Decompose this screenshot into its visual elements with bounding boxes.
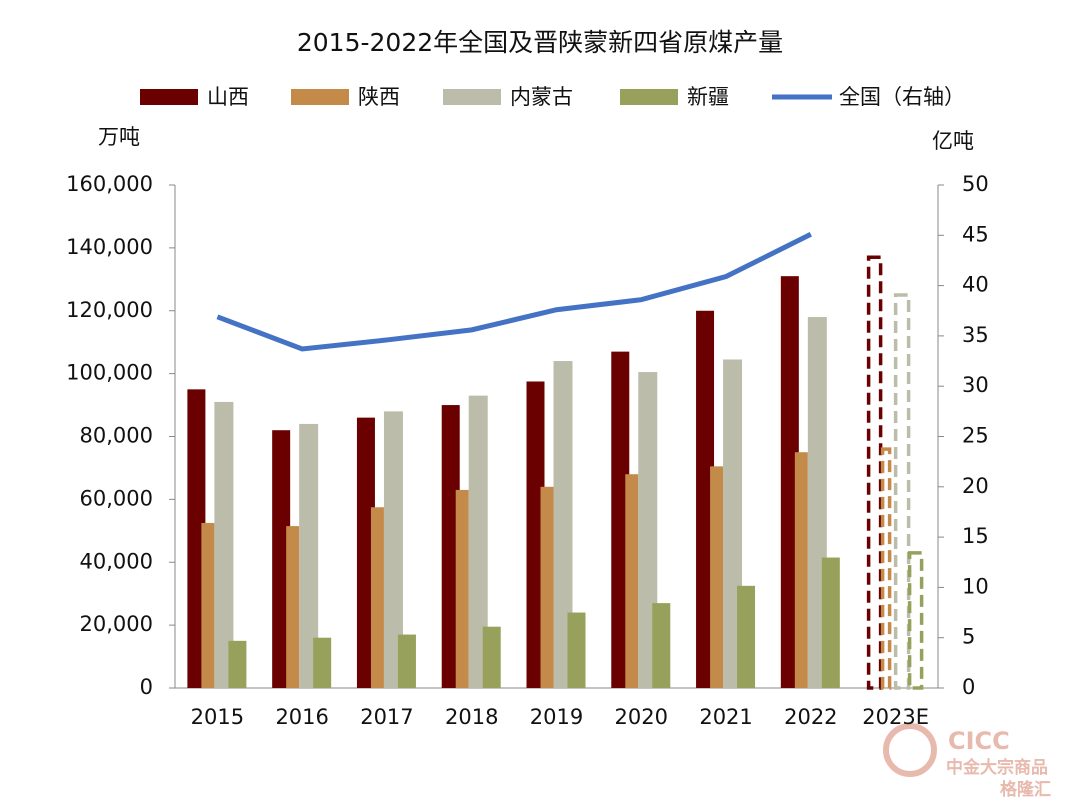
bar <box>526 381 545 688</box>
bar <box>553 361 573 688</box>
y2-tick-label: 40 <box>962 273 989 297</box>
bar <box>821 557 840 688</box>
legend-label: 全国（右轴） <box>839 85 965 109</box>
watermark: 格隆汇 <box>1000 779 1051 800</box>
y-tick-label: 60,000 <box>80 486 153 510</box>
logo <box>883 723 937 777</box>
y-tick-label: 0 <box>140 675 153 699</box>
bar <box>880 447 892 690</box>
bar <box>397 634 416 688</box>
x-tick-label: 2023E <box>862 705 929 729</box>
line <box>216 232 812 352</box>
bar <box>313 637 332 688</box>
x-tick-label: 2016 <box>275 705 328 729</box>
x-tick-label: 2015 <box>191 705 244 729</box>
bar <box>272 430 291 688</box>
bar <box>441 405 460 688</box>
y2-tick-label: 15 <box>962 524 989 548</box>
watermark: 中金大宗商品 <box>946 757 1048 778</box>
bar <box>907 551 924 690</box>
bar <box>383 411 403 688</box>
legend-label: 新疆 <box>687 85 729 109</box>
y2-tick-label: 35 <box>962 323 989 347</box>
x-tick-label: 2018 <box>445 705 498 729</box>
legend-label: 山西 <box>207 85 249 109</box>
y-axis-label: 万吨 <box>98 125 140 149</box>
y2-tick-label: 50 <box>962 172 989 196</box>
bar <box>482 626 501 688</box>
y2-tick-label: 30 <box>962 373 989 397</box>
x-tick-label: 2020 <box>615 705 668 729</box>
bar <box>611 351 630 688</box>
bar <box>652 603 671 688</box>
y-tick-label: 120,000 <box>66 298 153 322</box>
bar <box>625 474 639 688</box>
bar <box>299 423 319 688</box>
y2-tick-label: 20 <box>962 474 989 498</box>
bar <box>780 276 799 688</box>
bar <box>468 395 488 688</box>
bar <box>370 507 384 688</box>
bar <box>710 466 724 688</box>
y-tick-label: 80,000 <box>80 424 153 448</box>
bar <box>286 526 300 688</box>
y-tick-label: 160,000 <box>66 172 153 196</box>
chart-title: 2015-2022年全国及晋陕蒙新四省原煤产量 <box>297 28 783 57</box>
bar <box>737 585 756 688</box>
y-tick-label: 140,000 <box>66 235 153 259</box>
bar <box>201 522 215 688</box>
y-tick-label: 40,000 <box>80 549 153 573</box>
y-tick-label: 20,000 <box>80 612 153 636</box>
y-tick-label: 100,000 <box>66 361 153 385</box>
y2-tick-label: 5 <box>962 625 975 649</box>
bar <box>696 310 715 688</box>
y2-tick-label: 10 <box>962 574 989 598</box>
watermark: CICC <box>948 727 1010 755</box>
bar <box>455 489 469 688</box>
bar <box>794 452 808 688</box>
legend-swatch <box>620 89 678 105</box>
bar <box>187 389 206 688</box>
legend-label: 陕西 <box>358 85 400 109</box>
x-tick-label: 2017 <box>360 705 413 729</box>
x-tick-label: 2019 <box>530 705 583 729</box>
y2-axis-label: 亿吨 <box>932 129 974 153</box>
y2-tick-label: 45 <box>962 222 989 246</box>
y2-tick-label: 25 <box>962 424 989 448</box>
x-tick-label: 2021 <box>699 705 752 729</box>
bar <box>893 293 911 690</box>
legend-swatch <box>443 89 501 105</box>
bar <box>228 640 247 688</box>
y2-tick-label: 0 <box>962 675 975 699</box>
bar <box>540 486 554 688</box>
bar <box>214 401 234 688</box>
legend-label: 内蒙古 <box>510 85 573 109</box>
bar <box>866 255 883 690</box>
legend-swatch <box>140 89 198 105</box>
bar <box>567 612 586 688</box>
legend-swatch <box>291 89 349 105</box>
x-tick-label: 2022 <box>784 705 837 729</box>
bar <box>356 417 375 688</box>
